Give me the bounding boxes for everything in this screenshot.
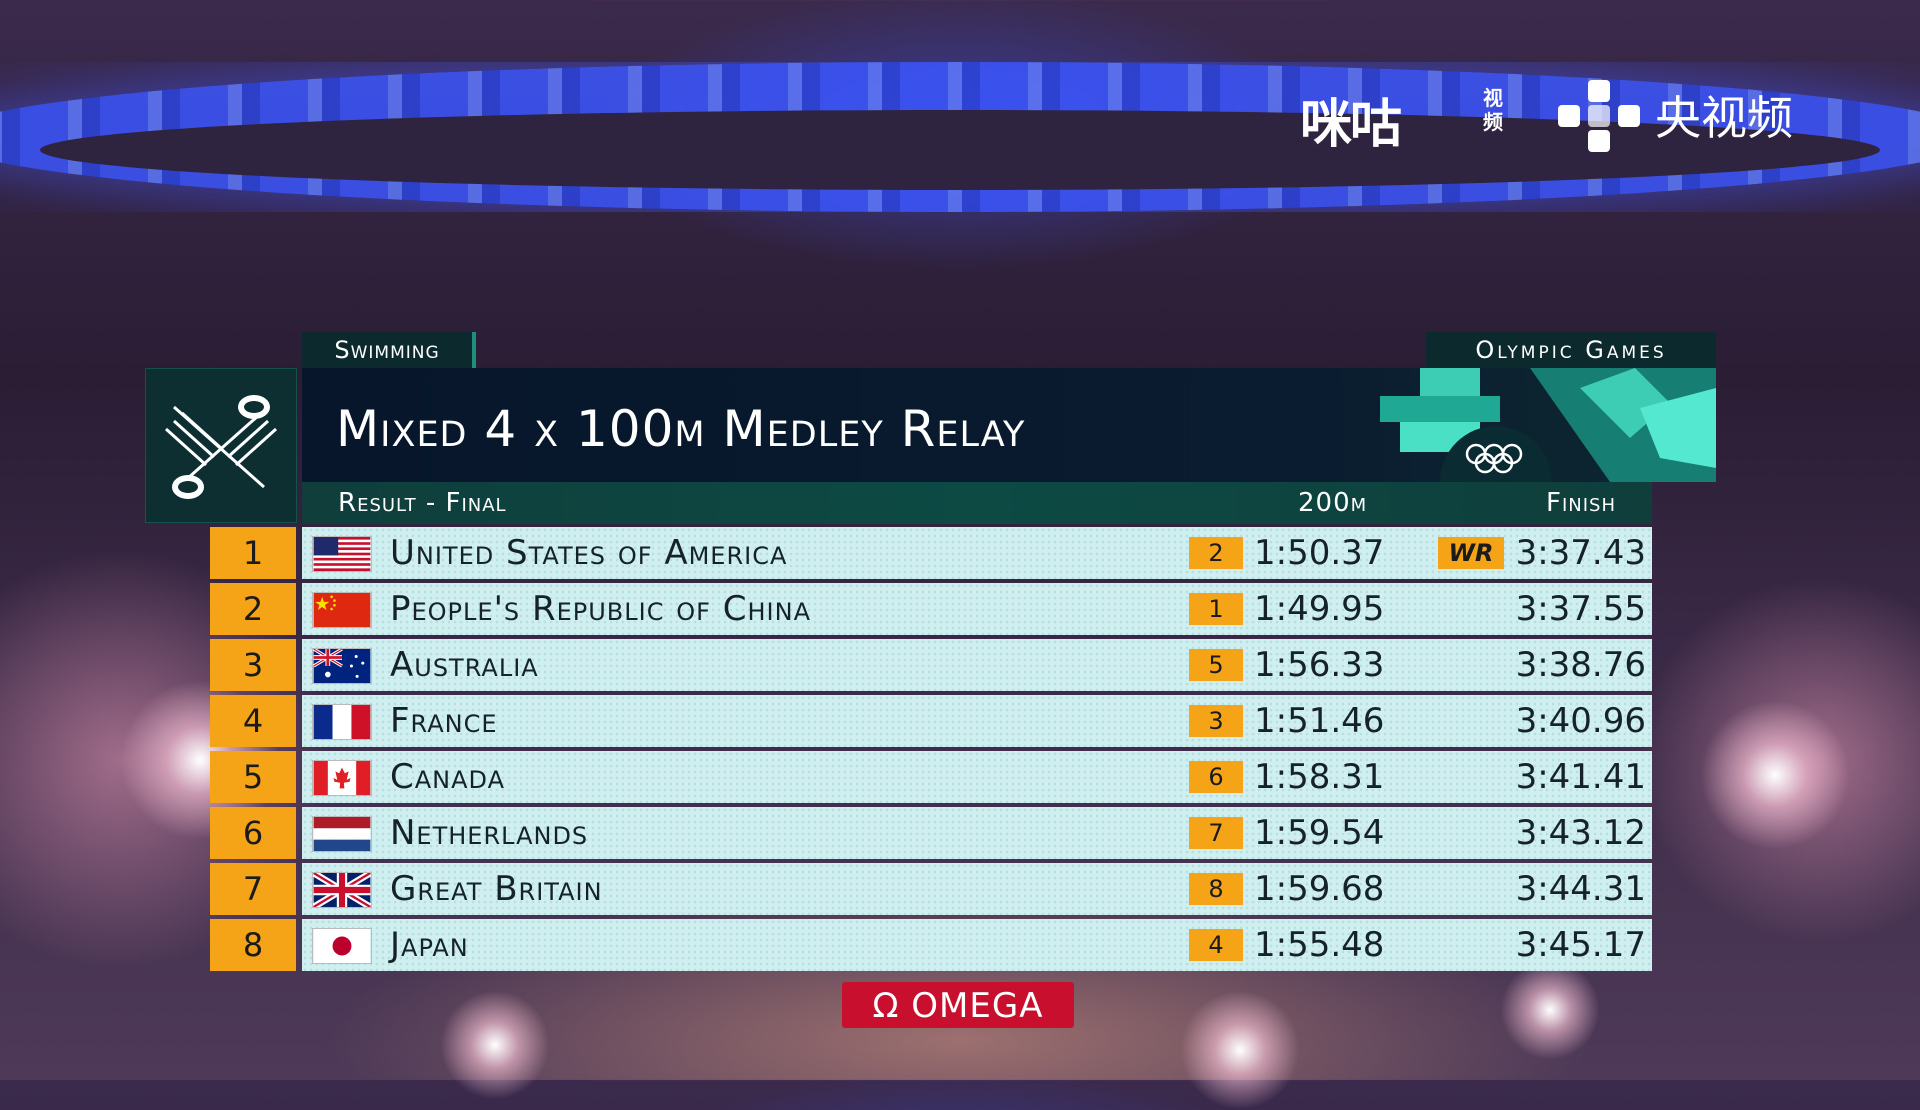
final-rank: 6 [210, 807, 296, 859]
swimming-pictogram-icon [145, 368, 297, 523]
country-name: Canada [390, 757, 506, 797]
split-time: 1:51.46 [1254, 701, 1385, 741]
finish-time: 3:37.43 [1515, 533, 1646, 573]
result-row: 5 Canada 6 1:58.31 3:41.41 [210, 751, 1652, 803]
split-time: 1:59.68 [1254, 869, 1385, 909]
split-time: 1:56.33 [1254, 645, 1385, 685]
result-row: 2 People's Republic of China 1 1:49.95 3… [210, 583, 1652, 635]
olympic-games-graphic [1380, 368, 1716, 482]
country-name: Japan [390, 925, 469, 965]
result-row-body: Japan 4 1:55.48 3:45.17 [302, 919, 1652, 971]
finish-time: 3:44.31 [1515, 869, 1646, 909]
games-label: Olympic Games [1426, 332, 1716, 368]
split-rank: 2 [1189, 537, 1243, 569]
results-column-header: Result - Final 200m Finish [302, 482, 1652, 524]
country-name: Great Britain [390, 869, 603, 909]
final-rank: 8 [210, 919, 296, 971]
result-row-body: France 3 1:51.46 3:40.96 [302, 695, 1652, 747]
omega-wordmark: OMEGA [911, 986, 1044, 1026]
split-rank: 3 [1189, 705, 1243, 737]
light-flare [1180, 990, 1300, 1110]
australia-flag-icon [312, 648, 372, 684]
country-name: United States of America [390, 533, 788, 573]
final-rank: 5 [210, 751, 296, 803]
country-name: People's Republic of China [390, 589, 811, 629]
finish-column-label: Finish [1546, 488, 1616, 518]
light-flare [1700, 700, 1850, 850]
cctv-logo-icon [1558, 80, 1640, 152]
final-rank: 2 [210, 583, 296, 635]
result-row-body: Great Britain 8 1:59.68 3:44.31 [302, 863, 1652, 915]
japan-flag-icon [312, 928, 372, 964]
finish-time: 3:41.41 [1515, 757, 1646, 797]
light-flare [440, 990, 550, 1100]
result-row-body: Australia 5 1:56.33 3:38.76 [302, 639, 1652, 691]
split-time: 1:50.37 [1254, 533, 1385, 573]
china-flag-icon [312, 592, 372, 628]
migu-logo-sub: 视频 [1483, 86, 1503, 134]
omega-sponsor-logo: Ω OMEGA [842, 982, 1074, 1028]
split-time: 1:59.54 [1254, 813, 1385, 853]
sport-label: Swimming [302, 332, 476, 368]
result-row: 6 Netherlands 7 1:59.54 3:43.12 [210, 807, 1652, 859]
finish-time: 3:45.17 [1515, 925, 1646, 965]
result-row-body: United States of America 2 1:50.37 WR 3:… [302, 527, 1652, 579]
migu-logo: 咪咕 [1300, 95, 1402, 155]
final-rank: 7 [210, 863, 296, 915]
result-row: 1 United States of America 2 1:50.37 WR … [210, 527, 1652, 579]
result-row: 8 Japan 4 1:55.48 3:45.17 [210, 919, 1652, 971]
result-row-body: Netherlands 7 1:59.54 3:43.12 [302, 807, 1652, 859]
canada-flag-icon [312, 760, 372, 796]
light-flare [1500, 960, 1600, 1060]
split-column-label: 200m [1298, 488, 1368, 518]
result-row: 7 Great Britain 8 1:59.68 3:44.31 [210, 863, 1652, 915]
results-table: 1 United States of America 2 1:50.37 WR … [210, 527, 1652, 975]
result-row-body: People's Republic of China 1 1:49.95 3:3… [302, 583, 1652, 635]
finish-time: 3:40.96 [1515, 701, 1646, 741]
finish-time: 3:38.76 [1515, 645, 1646, 685]
split-time: 1:58.31 [1254, 757, 1385, 797]
final-rank: 1 [210, 527, 296, 579]
usa-flag-icon [312, 536, 372, 572]
split-rank: 4 [1189, 929, 1243, 961]
result-row: 3 Australia 5 1:56.33 3:38.76 [210, 639, 1652, 691]
split-rank: 6 [1189, 761, 1243, 793]
cctv-logo-text: 央视频 [1655, 91, 1793, 145]
split-rank: 1 [1189, 593, 1243, 625]
country-name: Netherlands [390, 813, 589, 853]
result-row: 4 France 3 1:51.46 3:40.96 [210, 695, 1652, 747]
finish-time: 3:37.55 [1515, 589, 1646, 629]
great-britain-flag-icon [312, 872, 372, 908]
result-status-label: Result - Final [338, 488, 507, 518]
olympic-rings-icon [1465, 443, 1523, 474]
split-rank: 5 [1189, 649, 1243, 681]
france-flag-icon [312, 704, 372, 740]
split-time: 1:49.95 [1254, 589, 1385, 629]
split-time: 1:55.48 [1254, 925, 1385, 965]
country-name: Australia [390, 645, 539, 685]
finish-time: 3:43.12 [1515, 813, 1646, 853]
split-rank: 7 [1189, 817, 1243, 849]
final-rank: 4 [210, 695, 296, 747]
omega-symbol-icon: Ω [872, 986, 900, 1026]
split-rank: 8 [1189, 873, 1243, 905]
result-row-body: Canada 6 1:58.31 3:41.41 [302, 751, 1652, 803]
country-name: France [390, 701, 498, 741]
final-rank: 3 [210, 639, 296, 691]
world-record-badge: WR [1438, 537, 1504, 569]
netherlands-flag-icon [312, 816, 372, 852]
event-title: Mixed 4 x 100m Medley Relay [336, 400, 1026, 458]
